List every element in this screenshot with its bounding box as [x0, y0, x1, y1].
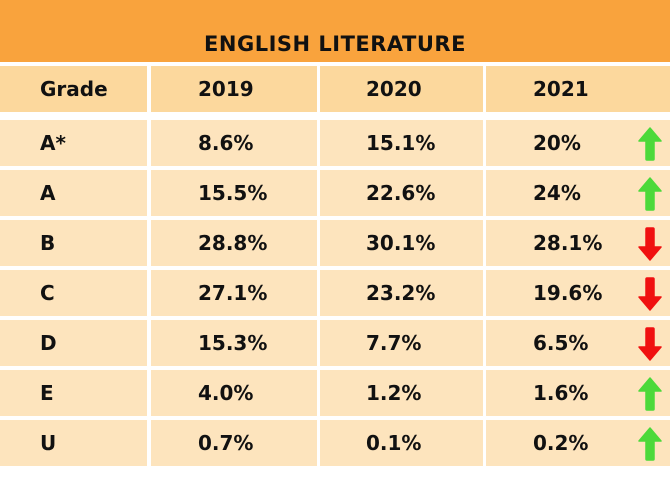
- header-2020: 2020: [320, 66, 483, 112]
- arrow-up-icon: [638, 127, 662, 161]
- header-grade: Grade: [0, 66, 147, 112]
- cell-y2019: 8.6%: [151, 120, 317, 166]
- table-row: B 28.8% 30.1% 28.1%: [0, 220, 670, 266]
- cell-grade: B: [0, 220, 147, 266]
- cell-grade: U: [0, 420, 147, 466]
- cell-y2019: 0.7%: [151, 420, 317, 466]
- arrow-down-icon: [638, 227, 662, 261]
- table-title: ENGLISH LITERATURE: [204, 32, 466, 56]
- cell-y2021: 6.5%: [486, 320, 670, 366]
- cell-y2019: 28.8%: [151, 220, 317, 266]
- cell-y2019: 15.3%: [151, 320, 317, 366]
- cell-y2020: 15.1%: [320, 120, 483, 166]
- cell-grade: E: [0, 370, 147, 416]
- cell-y2020: 30.1%: [320, 220, 483, 266]
- cell-y2021: 19.6%: [486, 270, 670, 316]
- table-row: A 15.5% 22.6% 24%: [0, 170, 670, 216]
- arrow-down-icon: [638, 327, 662, 361]
- cell-grade: A*: [0, 120, 147, 166]
- arrow-down-icon: [638, 277, 662, 311]
- cell-y2021: 24%: [486, 170, 670, 216]
- table-row: U 0.7% 0.1% 0.2%: [0, 420, 670, 466]
- table-row: D 15.3% 7.7% 6.5%: [0, 320, 670, 366]
- cell-y2020: 7.7%: [320, 320, 483, 366]
- cell-grade: D: [0, 320, 147, 366]
- cell-y2020: 0.1%: [320, 420, 483, 466]
- table-row: A* 8.6% 15.1% 20%: [0, 120, 670, 166]
- cell-y2020: 23.2%: [320, 270, 483, 316]
- cell-y2021: 1.6%: [486, 370, 670, 416]
- cell-y2021: 20%: [486, 120, 670, 166]
- cell-y2020: 22.6%: [320, 170, 483, 216]
- cell-y2021: 28.1%: [486, 220, 670, 266]
- cell-grade: C: [0, 270, 147, 316]
- header-2021: 2021: [486, 66, 670, 112]
- header-row: Grade 2019 2020 2021: [0, 66, 670, 112]
- cell-y2021: 0.2%: [486, 420, 670, 466]
- table-title-banner: ENGLISH LITERATURE: [0, 0, 670, 62]
- table-row: C 27.1% 23.2% 19.6%: [0, 270, 670, 316]
- cell-y2019: 15.5%: [151, 170, 317, 216]
- table-row: E 4.0% 1.2% 1.6%: [0, 370, 670, 416]
- header-2019: 2019: [151, 66, 317, 112]
- cell-y2020: 1.2%: [320, 370, 483, 416]
- cell-y2019: 4.0%: [151, 370, 317, 416]
- arrow-up-icon: [638, 427, 662, 461]
- cell-grade: A: [0, 170, 147, 216]
- cell-y2019: 27.1%: [151, 270, 317, 316]
- arrow-up-icon: [638, 377, 662, 411]
- arrow-up-icon: [638, 177, 662, 211]
